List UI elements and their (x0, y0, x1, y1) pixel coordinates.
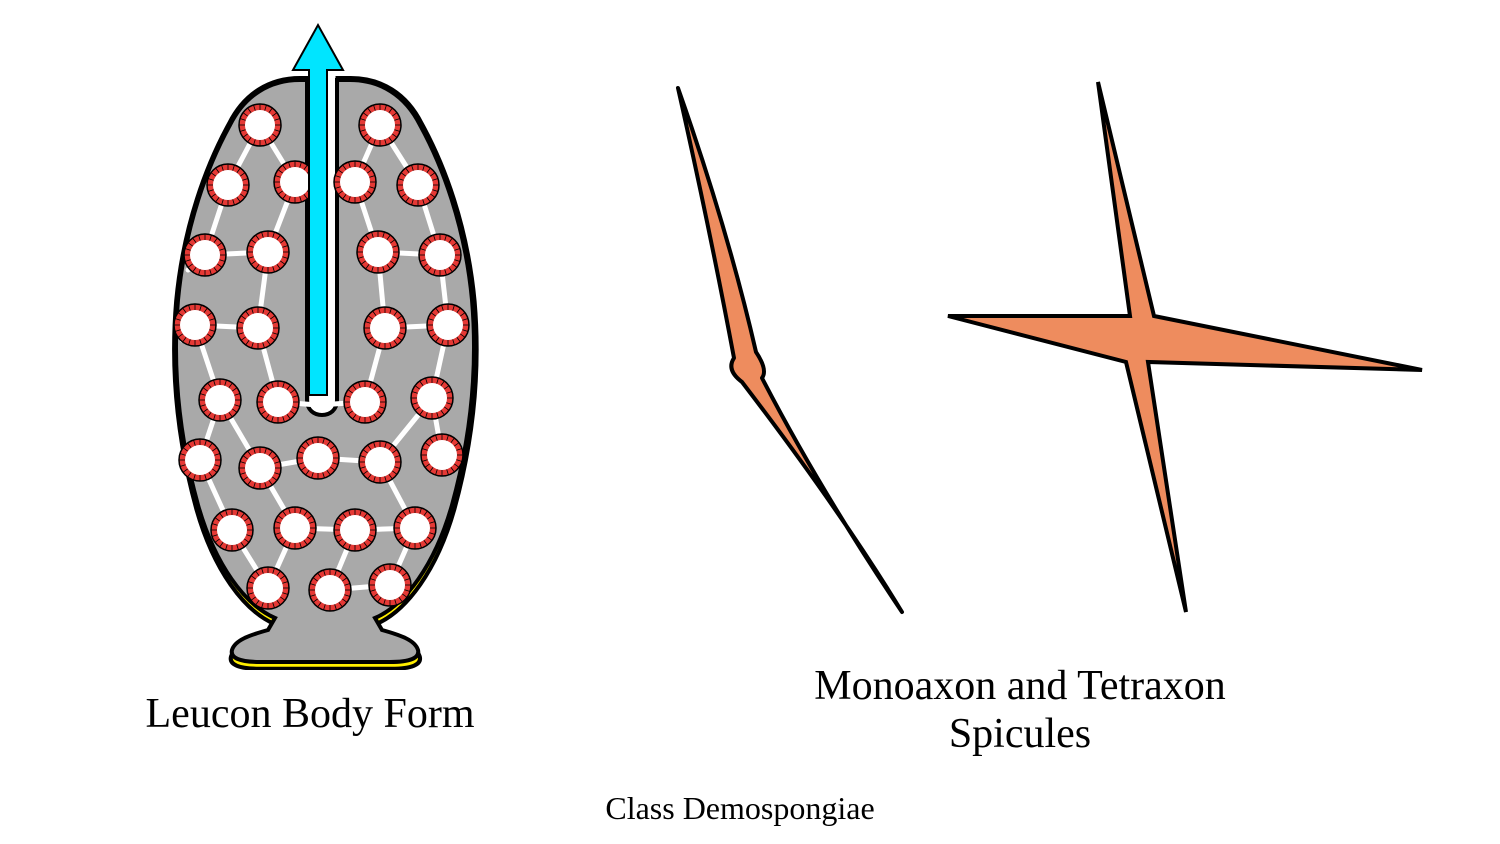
leucon-label-text: Leucon Body Form (146, 691, 475, 737)
spicules-diagram (620, 70, 1450, 630)
class-label: Class Demospongiae (430, 790, 1050, 827)
leucon-diagram (100, 10, 540, 670)
spicules-label-line1: Monoaxon and Tetraxon (814, 663, 1226, 709)
spicules-label-line2: Spicules (949, 711, 1091, 757)
leucon-svg (100, 10, 540, 670)
spicules-svg (620, 70, 1450, 630)
class-label-text: Class Demospongiae (605, 790, 874, 826)
leucon-label: Leucon Body Form (70, 690, 550, 738)
spicules-label: Monoaxon and Tetraxon Spicules (640, 662, 1400, 759)
